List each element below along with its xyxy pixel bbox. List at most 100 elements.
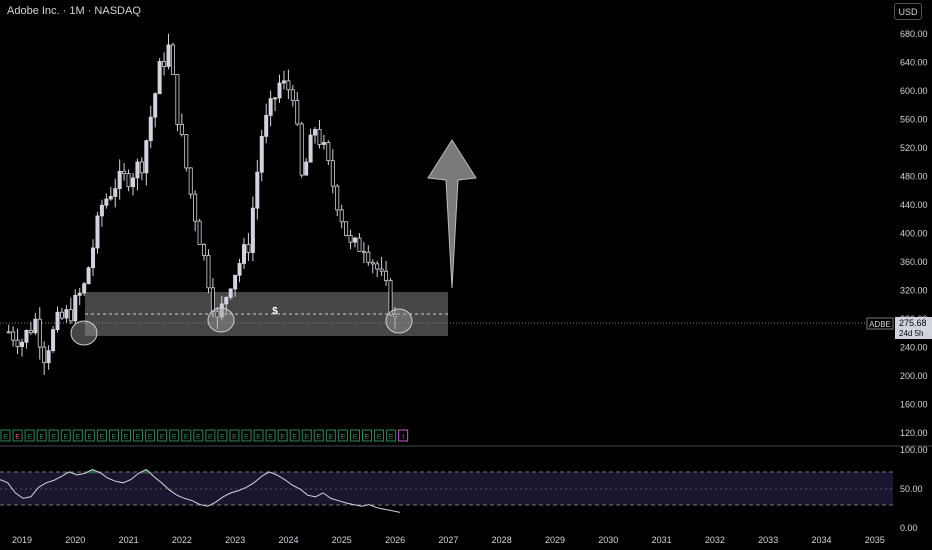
earnings-marker-label: E [244, 434, 249, 441]
earnings-marker[interactable] [362, 429, 372, 442]
earnings-marker[interactable] [265, 429, 276, 442]
candle-body [370, 261, 375, 265]
price-axis-label: 600.00 [900, 86, 928, 96]
candle-body [326, 142, 331, 162]
candle-body [344, 221, 349, 236]
earnings-marker[interactable] [169, 429, 180, 442]
candle-body [299, 123, 304, 176]
earnings-marker[interactable] [301, 429, 312, 442]
candle-body [361, 250, 366, 253]
candle-body [202, 244, 207, 256]
candle-body [113, 188, 118, 197]
ticker-tag: ADBE [869, 320, 891, 329]
candle-body [392, 314, 397, 318]
time-axis-label: 2019 [12, 535, 32, 545]
earnings-marker[interactable] [229, 429, 240, 442]
price-axis-label: 120.00 [900, 428, 928, 438]
time-axis-label: 2028 [492, 535, 512, 545]
candle-body [99, 204, 104, 217]
candle-body [179, 123, 184, 136]
earnings-marker[interactable] [0, 429, 11, 442]
time-axis-label: 2032 [705, 535, 725, 545]
price-axis-label: 480.00 [900, 172, 928, 182]
candle-body [250, 207, 255, 253]
oscillator-axis-label: 50.00 [900, 484, 923, 494]
candle-body [130, 177, 135, 188]
earnings-marker[interactable] [24, 429, 35, 442]
earnings-marker[interactable] [12, 429, 23, 442]
earnings-marker[interactable] [145, 429, 156, 442]
candle-body [246, 244, 251, 253]
candle-body [64, 309, 69, 319]
earnings-marker[interactable] [374, 429, 385, 442]
earnings-marker-label: E [232, 434, 237, 441]
oscillator-axis-label: 100.00 [900, 445, 928, 455]
earnings-marker[interactable] [241, 429, 252, 442]
candle-body [286, 80, 291, 91]
earnings-marker[interactable] [157, 429, 168, 442]
earnings-marker-label: E [280, 434, 285, 441]
candle-body [210, 287, 215, 312]
earnings-marker[interactable] [181, 429, 192, 442]
price-axis-label: 160.00 [900, 400, 928, 410]
time-axis-label: 2030 [598, 535, 618, 545]
earnings-marker-label: E [208, 434, 213, 441]
earnings-marker-label: E [160, 434, 165, 441]
earnings-marker-label: E [124, 434, 129, 441]
current-event-marker[interactable] [398, 429, 409, 442]
currency-button[interactable]: USD [894, 3, 922, 20]
earnings-marker[interactable] [193, 429, 204, 442]
candle-body [6, 331, 11, 334]
time-axis-label: 2033 [758, 535, 778, 545]
time-axis-label: 2029 [545, 535, 565, 545]
last-price-value: 275.68 [899, 318, 927, 328]
earnings-marker[interactable] [84, 429, 95, 442]
earnings-marker[interactable] [277, 429, 288, 442]
earnings-marker[interactable] [349, 429, 360, 442]
earnings-marker[interactable] [205, 429, 216, 442]
candle-body [11, 331, 16, 341]
symbol-title[interactable]: Adobe Inc. · 1M · NASDAQ [7, 5, 141, 17]
earnings-marker[interactable] [121, 429, 131, 442]
oscillator-axis[interactable]: 100.00 50.00 0.00 [900, 445, 928, 533]
earnings-marker-label: E [353, 434, 358, 441]
price-axis-label: 520.00 [900, 143, 928, 153]
candle-body [308, 134, 313, 163]
candle-body [184, 134, 189, 169]
ticker-tag-box [866, 317, 894, 330]
earnings-marker[interactable] [36, 429, 47, 442]
earnings-marker[interactable] [72, 429, 83, 442]
earnings-marker-label: E [63, 434, 68, 441]
price-axis[interactable]: 680.00 640.00 600.00 560.00 520.00 480.00 440.… [900, 29, 928, 438]
earnings-marker[interactable] [217, 429, 228, 442]
candle-body [135, 161, 140, 179]
earnings-marker[interactable] [253, 429, 264, 442]
price-axis-label: 240.00 [900, 343, 928, 353]
time-axis[interactable]: 2019 2020 2021 2022 2023 2024 2025 2026 2027 2028… [12, 535, 885, 545]
earnings-marker[interactable] [48, 429, 59, 442]
candle-body [15, 339, 20, 347]
earnings-marker[interactable] [337, 429, 348, 442]
price-axis-label: 440.00 [900, 200, 928, 210]
earnings-marker[interactable] [313, 429, 324, 442]
candle-body [104, 198, 109, 206]
earnings-marker[interactable] [96, 429, 107, 442]
oscillator-line [0, 468, 401, 513]
earnings-marker[interactable] [60, 429, 71, 442]
earnings-marker[interactable] [108, 429, 119, 442]
candle-body [55, 311, 60, 331]
candle-body [95, 215, 100, 249]
candle-body [166, 44, 171, 67]
time-axis-label: 2027 [438, 535, 458, 545]
earnings-marker-label: E [172, 434, 177, 441]
bottom-marker-2020 [70, 320, 98, 346]
earnings-marker[interactable] [133, 429, 144, 442]
earnings-marker[interactable] [289, 429, 300, 442]
earnings-marker[interactable] [386, 429, 397, 442]
earnings-marker-label: E [184, 434, 189, 441]
earnings-marker[interactable] [325, 429, 336, 442]
time-axis-label: 2025 [332, 535, 352, 545]
candle-body [290, 89, 295, 101]
